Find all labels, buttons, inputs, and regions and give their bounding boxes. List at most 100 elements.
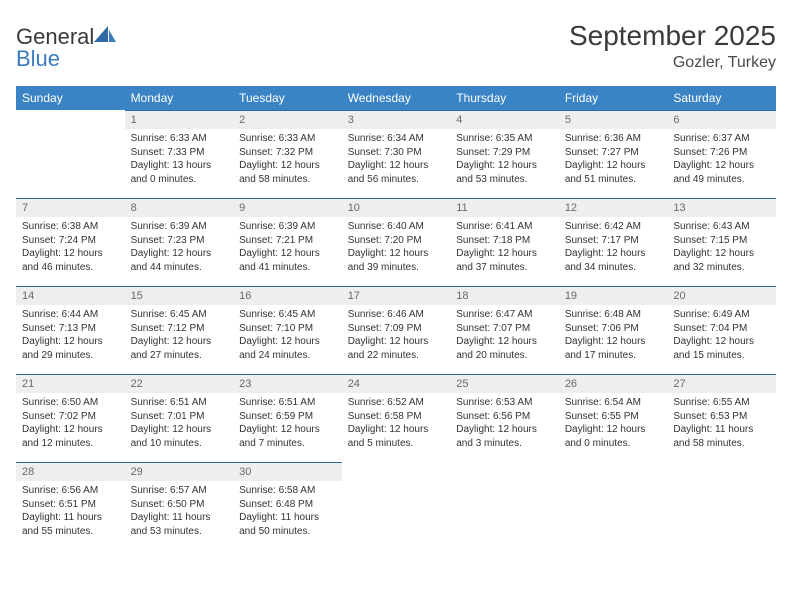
calendar-cell: 16Sunrise: 6:45 AMSunset: 7:10 PMDayligh… (233, 286, 342, 374)
calendar-cell (559, 462, 668, 550)
day-body: Sunrise: 6:36 AMSunset: 7:27 PMDaylight:… (559, 129, 668, 192)
day-body: Sunrise: 6:33 AMSunset: 7:33 PMDaylight:… (125, 129, 234, 192)
sunset-text: Sunset: 7:07 PM (456, 322, 553, 336)
day-number: 5 (559, 110, 668, 129)
daylight-text: Daylight: 12 hours and 56 minutes. (348, 159, 445, 186)
day-number: 4 (450, 110, 559, 129)
sunrise-text: Sunrise: 6:45 AM (239, 308, 336, 322)
sunrise-text: Sunrise: 6:46 AM (348, 308, 445, 322)
sunset-text: Sunset: 7:01 PM (131, 410, 228, 424)
day-body: Sunrise: 6:54 AMSunset: 6:55 PMDaylight:… (559, 393, 668, 456)
day-body: Sunrise: 6:34 AMSunset: 7:30 PMDaylight:… (342, 129, 451, 192)
day-body: Sunrise: 6:40 AMSunset: 7:20 PMDaylight:… (342, 217, 451, 280)
calendar-cell: 25Sunrise: 6:53 AMSunset: 6:56 PMDayligh… (450, 374, 559, 462)
day-body: Sunrise: 6:51 AMSunset: 6:59 PMDaylight:… (233, 393, 342, 456)
day-number: 11 (450, 198, 559, 217)
day-number: 3 (342, 110, 451, 129)
calendar-table: Sunday Monday Tuesday Wednesday Thursday… (16, 86, 776, 550)
daylight-text: Daylight: 12 hours and 12 minutes. (22, 423, 119, 450)
sunset-text: Sunset: 7:24 PM (22, 234, 119, 248)
sunrise-text: Sunrise: 6:53 AM (456, 396, 553, 410)
sunset-text: Sunset: 7:32 PM (239, 146, 336, 160)
calendar-cell: 9Sunrise: 6:39 AMSunset: 7:21 PMDaylight… (233, 198, 342, 286)
sunset-text: Sunset: 7:06 PM (565, 322, 662, 336)
sunrise-text: Sunrise: 6:49 AM (673, 308, 770, 322)
calendar-cell: 26Sunrise: 6:54 AMSunset: 6:55 PMDayligh… (559, 374, 668, 462)
day-number: 9 (233, 198, 342, 217)
day-number: 12 (559, 198, 668, 217)
sunrise-text: Sunrise: 6:33 AM (131, 132, 228, 146)
sunrise-text: Sunrise: 6:42 AM (565, 220, 662, 234)
sunset-text: Sunset: 7:17 PM (565, 234, 662, 248)
sunrise-text: Sunrise: 6:50 AM (22, 396, 119, 410)
day-number: 18 (450, 286, 559, 305)
day-body: Sunrise: 6:39 AMSunset: 7:23 PMDaylight:… (125, 217, 234, 280)
calendar-cell: 4Sunrise: 6:35 AMSunset: 7:29 PMDaylight… (450, 110, 559, 198)
calendar-cell: 29Sunrise: 6:57 AMSunset: 6:50 PMDayligh… (125, 462, 234, 550)
daylight-text: Daylight: 12 hours and 10 minutes. (131, 423, 228, 450)
daylight-text: Daylight: 12 hours and 58 minutes. (239, 159, 336, 186)
daylight-text: Daylight: 11 hours and 50 minutes. (239, 511, 336, 538)
sunset-text: Sunset: 6:55 PM (565, 410, 662, 424)
calendar-row: 28Sunrise: 6:56 AMSunset: 6:51 PMDayligh… (16, 462, 776, 550)
weekday-header: Sunday (16, 86, 125, 110)
day-number: 27 (667, 374, 776, 393)
daylight-text: Daylight: 12 hours and 0 minutes. (565, 423, 662, 450)
daylight-text: Daylight: 12 hours and 20 minutes. (456, 335, 553, 362)
calendar-cell: 21Sunrise: 6:50 AMSunset: 7:02 PMDayligh… (16, 374, 125, 462)
sunrise-text: Sunrise: 6:51 AM (239, 396, 336, 410)
weekday-header: Friday (559, 86, 668, 110)
calendar-cell: 12Sunrise: 6:42 AMSunset: 7:17 PMDayligh… (559, 198, 668, 286)
page-title: September 2025 (569, 20, 776, 52)
sunset-text: Sunset: 7:33 PM (131, 146, 228, 160)
calendar-body: 1Sunrise: 6:33 AMSunset: 7:33 PMDaylight… (16, 110, 776, 550)
day-number: 21 (16, 374, 125, 393)
daylight-text: Daylight: 11 hours and 55 minutes. (22, 511, 119, 538)
daylight-text: Daylight: 11 hours and 53 minutes. (131, 511, 228, 538)
day-body: Sunrise: 6:55 AMSunset: 6:53 PMDaylight:… (667, 393, 776, 456)
daylight-text: Daylight: 11 hours and 58 minutes. (673, 423, 770, 450)
day-number: 19 (559, 286, 668, 305)
calendar-cell: 3Sunrise: 6:34 AMSunset: 7:30 PMDaylight… (342, 110, 451, 198)
page-header: General Blue September 2025 Gozler, Turk… (16, 20, 776, 72)
sunrise-text: Sunrise: 6:33 AM (239, 132, 336, 146)
brand-text: General Blue (16, 26, 116, 70)
daylight-text: Daylight: 12 hours and 29 minutes. (22, 335, 119, 362)
sunset-text: Sunset: 7:15 PM (673, 234, 770, 248)
sunrise-text: Sunrise: 6:55 AM (673, 396, 770, 410)
day-body: Sunrise: 6:52 AMSunset: 6:58 PMDaylight:… (342, 393, 451, 456)
calendar-cell: 1Sunrise: 6:33 AMSunset: 7:33 PMDaylight… (125, 110, 234, 198)
calendar-cell: 24Sunrise: 6:52 AMSunset: 6:58 PMDayligh… (342, 374, 451, 462)
sunrise-text: Sunrise: 6:45 AM (131, 308, 228, 322)
weekday-header: Wednesday (342, 86, 451, 110)
sunset-text: Sunset: 7:10 PM (239, 322, 336, 336)
calendar-cell: 8Sunrise: 6:39 AMSunset: 7:23 PMDaylight… (125, 198, 234, 286)
calendar-cell: 28Sunrise: 6:56 AMSunset: 6:51 PMDayligh… (16, 462, 125, 550)
day-number: 2 (233, 110, 342, 129)
calendar-cell: 6Sunrise: 6:37 AMSunset: 7:26 PMDaylight… (667, 110, 776, 198)
calendar-cell: 11Sunrise: 6:41 AMSunset: 7:18 PMDayligh… (450, 198, 559, 286)
sunrise-text: Sunrise: 6:39 AM (131, 220, 228, 234)
sunrise-text: Sunrise: 6:52 AM (348, 396, 445, 410)
sunrise-text: Sunrise: 6:38 AM (22, 220, 119, 234)
sunset-text: Sunset: 7:04 PM (673, 322, 770, 336)
daylight-text: Daylight: 12 hours and 51 minutes. (565, 159, 662, 186)
location-text: Gozler, Turkey (569, 54, 776, 72)
sunset-text: Sunset: 7:09 PM (348, 322, 445, 336)
day-number: 23 (233, 374, 342, 393)
sunset-text: Sunset: 6:48 PM (239, 498, 336, 512)
sunrise-text: Sunrise: 6:35 AM (456, 132, 553, 146)
calendar-cell (450, 462, 559, 550)
calendar-cell: 18Sunrise: 6:47 AMSunset: 7:07 PMDayligh… (450, 286, 559, 374)
day-body: Sunrise: 6:42 AMSunset: 7:17 PMDaylight:… (559, 217, 668, 280)
day-body: Sunrise: 6:58 AMSunset: 6:48 PMDaylight:… (233, 481, 342, 544)
day-body: Sunrise: 6:57 AMSunset: 6:50 PMDaylight:… (125, 481, 234, 544)
sunrise-text: Sunrise: 6:51 AM (131, 396, 228, 410)
day-body: Sunrise: 6:46 AMSunset: 7:09 PMDaylight:… (342, 305, 451, 368)
daylight-text: Daylight: 12 hours and 27 minutes. (131, 335, 228, 362)
calendar-cell: 10Sunrise: 6:40 AMSunset: 7:20 PMDayligh… (342, 198, 451, 286)
sunset-text: Sunset: 7:26 PM (673, 146, 770, 160)
day-body: Sunrise: 6:43 AMSunset: 7:15 PMDaylight:… (667, 217, 776, 280)
sunset-text: Sunset: 6:59 PM (239, 410, 336, 424)
sunrise-text: Sunrise: 6:54 AM (565, 396, 662, 410)
